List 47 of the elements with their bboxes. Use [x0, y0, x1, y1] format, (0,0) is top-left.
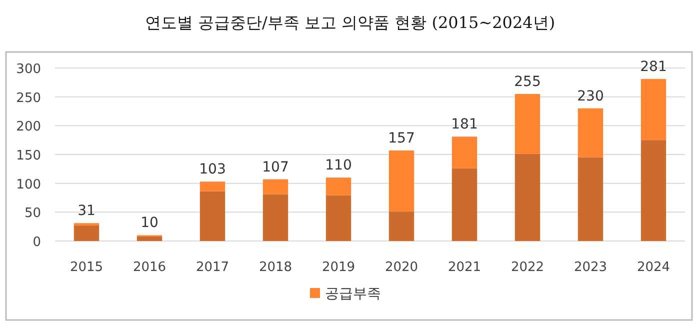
- y-tick-label: 150: [16, 148, 41, 164]
- y-tick-label: 50: [24, 206, 41, 222]
- bar: [74, 225, 100, 241]
- bar: [640, 78, 666, 140]
- bar: [200, 191, 226, 241]
- y-tick-label: 0: [32, 235, 41, 250]
- bar: [326, 178, 352, 196]
- total-label: 103: [199, 162, 226, 178]
- x-tick-label: 2023: [574, 260, 608, 275]
- bar: [388, 212, 414, 241]
- x-tick-label: 2019: [322, 260, 356, 275]
- bar: [262, 179, 288, 194]
- total-label: 110: [325, 158, 352, 174]
- total-label: 230: [577, 88, 604, 104]
- bar: [136, 236, 162, 241]
- bar: [578, 157, 604, 241]
- legend-label: 공급부족: [325, 286, 381, 302]
- total-label: 31: [78, 203, 96, 220]
- total-label: 181: [451, 116, 478, 133]
- total-label: 157: [388, 130, 415, 146]
- y-tick-label: 250: [16, 90, 41, 106]
- y-tick-label: 200: [16, 120, 41, 135]
- chart-title: 연도별 공급중단/부족 보고 의약품 현황 (2015~2024년): [144, 13, 556, 32]
- bar: [200, 182, 226, 192]
- bar: [514, 94, 540, 154]
- x-tick-label: 2024: [636, 260, 670, 275]
- bar: [452, 136, 478, 168]
- y-tick-label: 300: [16, 62, 41, 77]
- x-tick-label: 2016: [132, 260, 166, 275]
- x-tick-label: 2021: [448, 260, 482, 275]
- x-tick-label: 2022: [510, 260, 544, 275]
- bar: [326, 195, 352, 241]
- x-tick-label: 2018: [258, 260, 292, 275]
- bar: [388, 150, 414, 212]
- total-label: 255: [514, 74, 541, 90]
- total-label: 10: [140, 215, 158, 232]
- bar: [452, 168, 478, 241]
- x-tick-label: 2015: [70, 260, 104, 275]
- total-label: 107: [262, 159, 289, 176]
- y-tick-label: 100: [16, 177, 41, 192]
- x-tick-label: 2017: [196, 260, 230, 275]
- x-tick-label: 2020: [384, 260, 418, 275]
- total-label: 281: [640, 58, 667, 75]
- bar: [262, 194, 288, 241]
- bar: [578, 108, 604, 158]
- bar: [640, 140, 666, 241]
- bar: [514, 154, 540, 241]
